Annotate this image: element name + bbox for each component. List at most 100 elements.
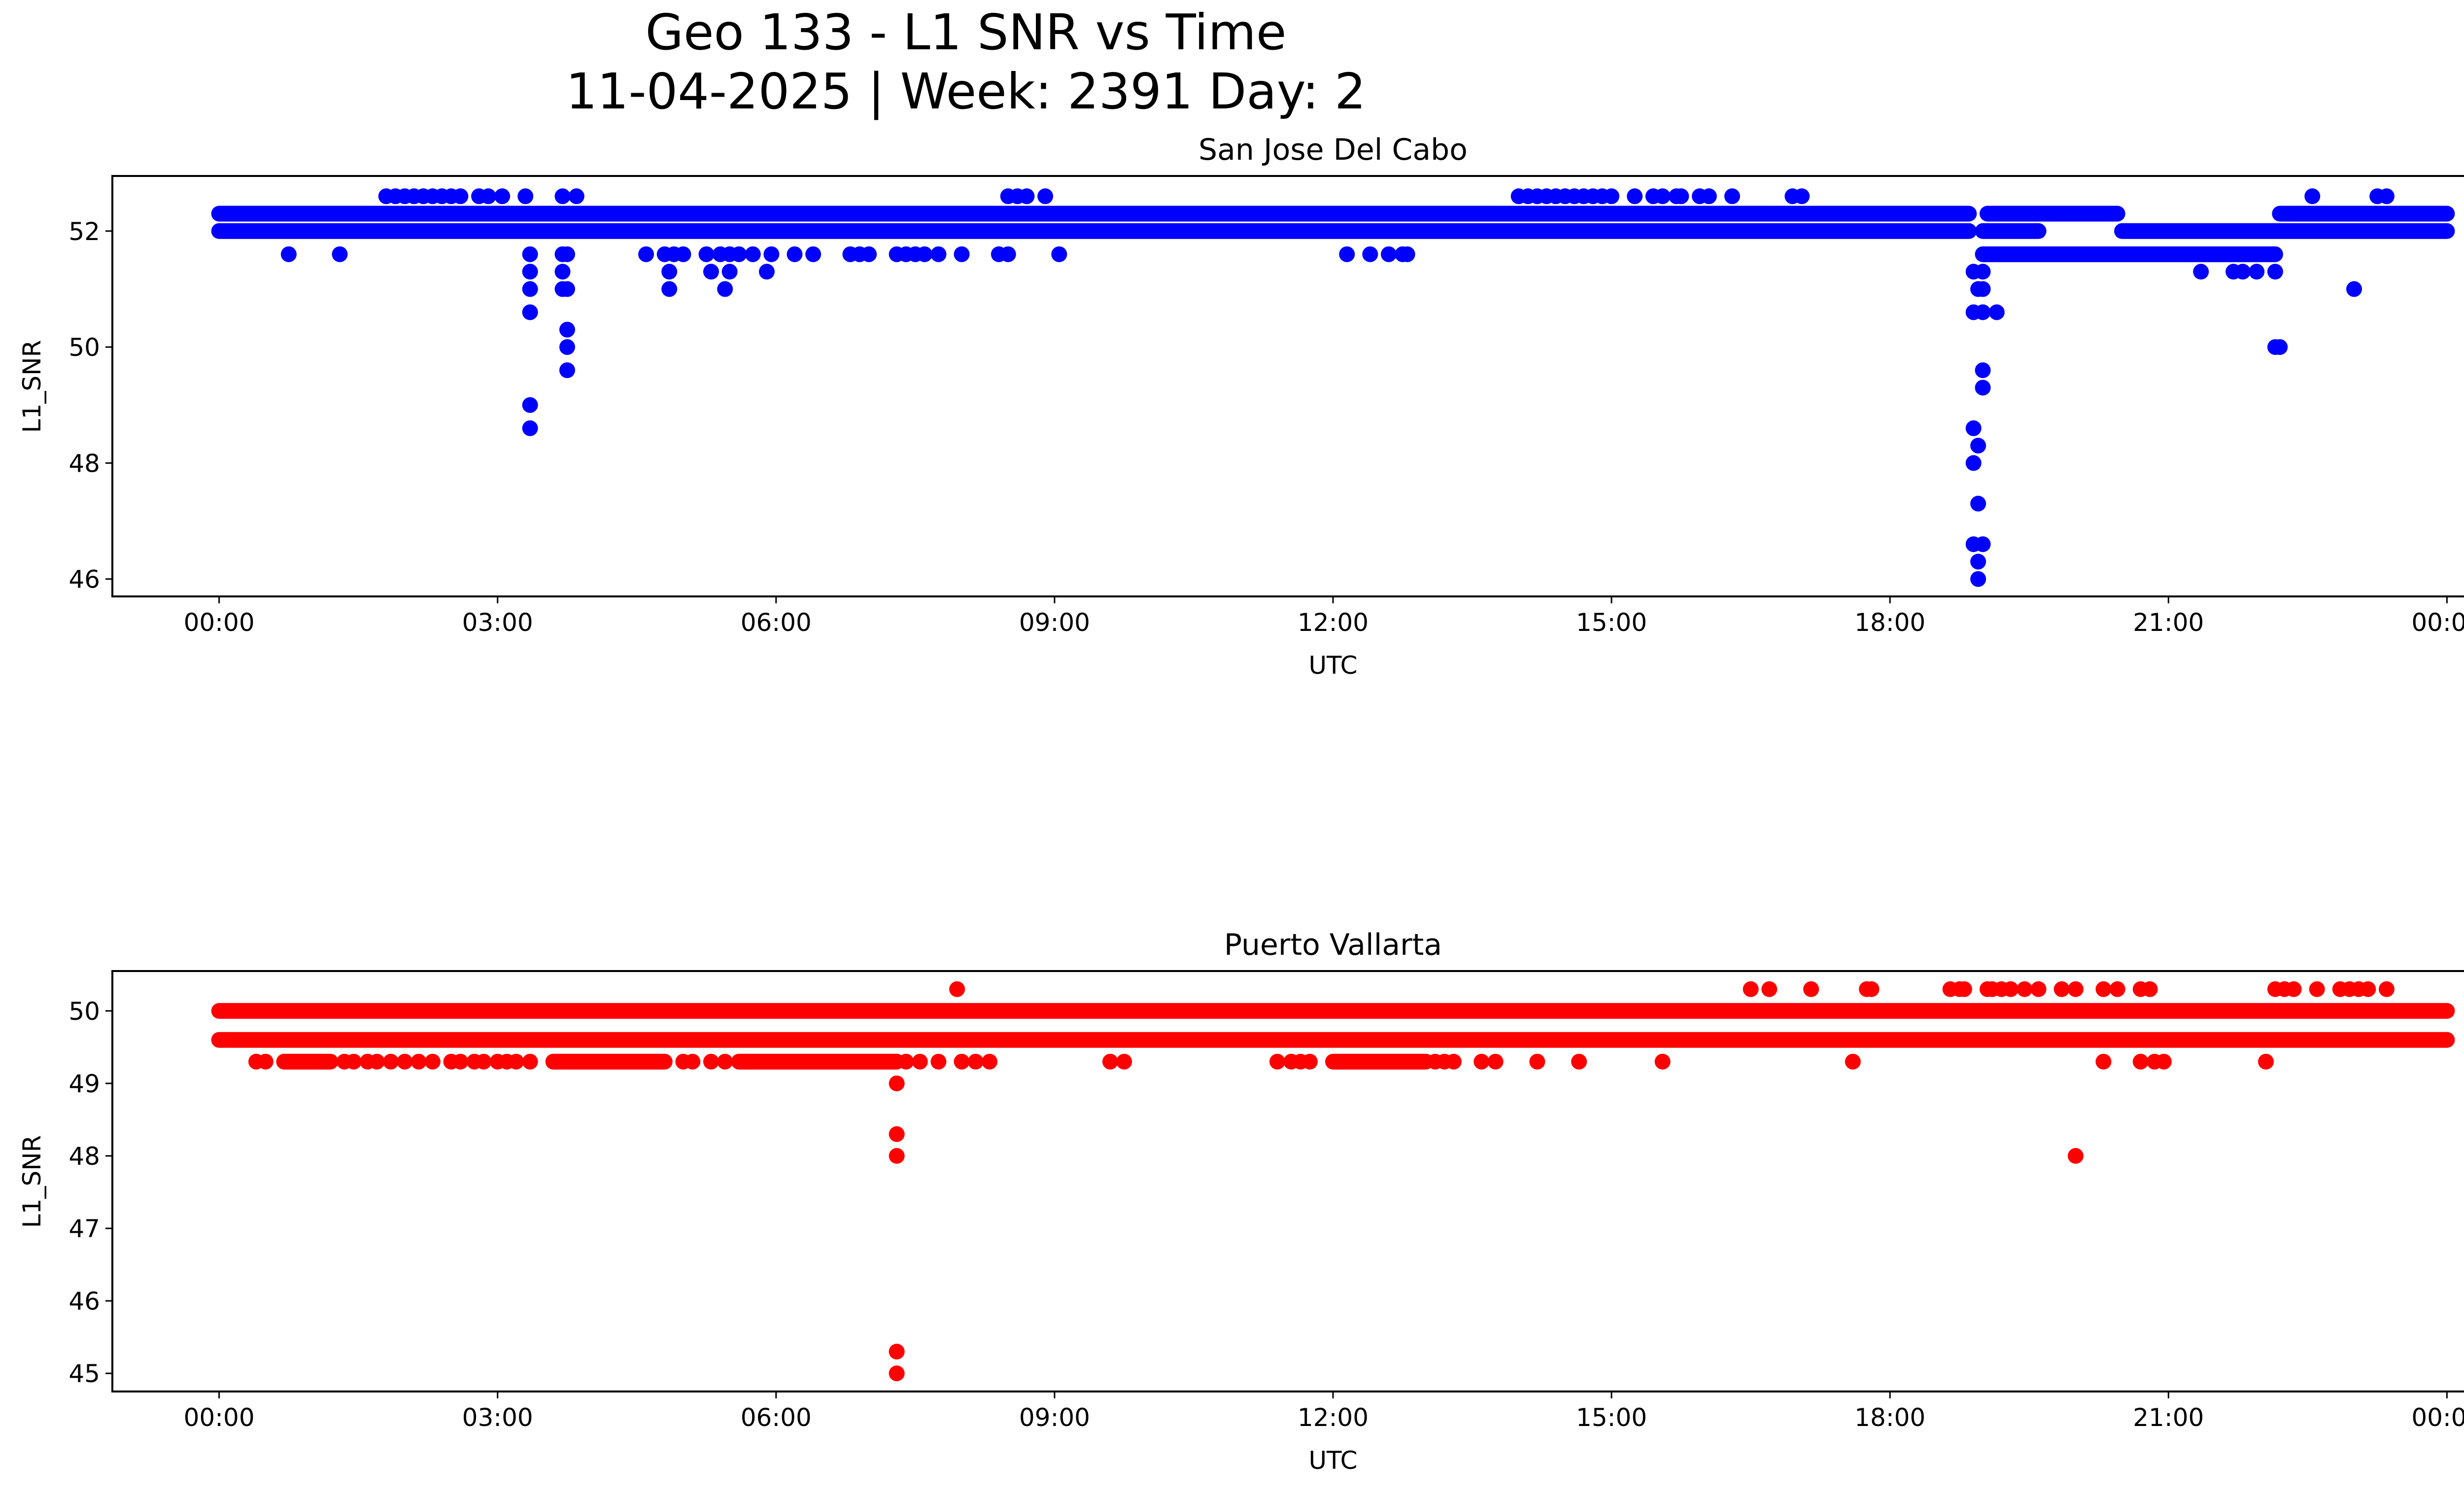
data-point [345, 1053, 362, 1070]
data-point [1301, 1053, 1318, 1070]
x-tick-label: 21:00 [2133, 1403, 2204, 1432]
data-point [452, 1053, 469, 1070]
data-point [721, 264, 738, 280]
data-point [861, 246, 877, 262]
data-point [698, 246, 715, 262]
data-point [2156, 1053, 2172, 1070]
data-point [745, 246, 761, 262]
data-point [411, 1053, 427, 1070]
data-point [257, 1053, 274, 1070]
y-tick-label: 45 [68, 1359, 100, 1388]
data-point [369, 1053, 385, 1070]
data-point [2003, 981, 2019, 997]
x-axis-label: UTC [1308, 651, 1357, 680]
data-point [2378, 188, 2395, 205]
data-point [522, 264, 538, 280]
x-tick-label: 21:00 [2133, 608, 2204, 637]
data-point [1970, 571, 1986, 587]
data-point [559, 246, 575, 262]
data-point [1970, 495, 1986, 512]
data-point [930, 1053, 947, 1070]
data-point [2346, 281, 2362, 297]
x-tick-label: 18:00 [1854, 608, 1925, 637]
data-point [2095, 1053, 2112, 1070]
data-point [954, 1053, 970, 1070]
data-point [763, 246, 780, 262]
data-point [554, 264, 571, 280]
y-tick-label: 48 [68, 449, 100, 478]
data-point [1269, 1053, 1285, 1070]
data-point [638, 246, 654, 262]
data-point [1487, 1053, 1504, 1070]
y-tick-label: 46 [68, 565, 100, 594]
data-point [703, 264, 719, 280]
data-point [2286, 981, 2302, 997]
x-tick-label: 06:00 [741, 608, 812, 637]
data-point [1102, 1053, 1118, 1070]
data-point [1627, 188, 1643, 205]
data-point [1381, 246, 1397, 262]
data-point [397, 1053, 413, 1070]
data-point [480, 188, 496, 205]
y-axis-ticks: 45 46 47 48 49 50 [68, 997, 112, 1388]
y-axis-label: L1_SNR [18, 340, 46, 433]
data-point [889, 1075, 905, 1091]
data-point [1845, 1053, 1861, 1070]
data-point [2053, 981, 2070, 997]
y-tick-label: 50 [68, 333, 100, 362]
data-point [1965, 455, 1982, 471]
data-point [684, 1053, 701, 1070]
data-point [554, 188, 571, 205]
data-point [889, 1365, 905, 1382]
y-axis-ticks: 46 48 50 52 [68, 217, 112, 594]
data-point [2132, 1053, 2149, 1070]
x-tick-label: 09:00 [1019, 1403, 1090, 1432]
data-point [1975, 536, 1991, 553]
data-point [2109, 981, 2125, 997]
data-point [476, 1053, 492, 1070]
data-point [2030, 981, 2047, 997]
data-point [1037, 188, 1054, 205]
data-point [1975, 380, 1991, 396]
data-point [1761, 981, 1778, 997]
data-point [1362, 246, 1378, 262]
data-point [1975, 304, 1991, 320]
x-tick-label: 18:00 [1854, 1403, 1925, 1432]
data-point [1654, 1053, 1671, 1070]
y-tick-label: 52 [68, 217, 100, 246]
data-point [1473, 1053, 1490, 1070]
data-point [758, 264, 775, 280]
data-point [912, 1053, 928, 1070]
data-point [2360, 981, 2376, 997]
data-point [522, 420, 538, 436]
data-point [1965, 420, 1982, 436]
figure-title-line1: Geo 133 - L1 SNR vs Time [646, 3, 1287, 61]
data-point [1956, 981, 1972, 997]
x-tick-label: 00:00 [2411, 608, 2464, 637]
x-tick-label: 15:00 [1576, 1403, 1647, 1432]
data-point [949, 981, 965, 997]
data-point [1445, 1053, 1462, 1070]
x-axis-ticks: 00:00 03:00 06:00 09:00 12:00 15:00 18:00 21:00… [184, 596, 2464, 637]
data-point [982, 1053, 998, 1070]
data-point [1970, 438, 1986, 454]
data-point [2272, 339, 2288, 355]
data-point [898, 1053, 914, 1070]
data-point [332, 246, 348, 262]
data-point [889, 1126, 905, 1142]
data-point [522, 1053, 538, 1070]
data-point [717, 281, 733, 297]
data-point [1571, 1053, 1587, 1070]
data-point [703, 1053, 719, 1070]
data-point [1051, 246, 1067, 262]
data-point [383, 1053, 399, 1070]
data-point [2067, 981, 2084, 997]
data-point [889, 1344, 905, 1360]
data-point [2249, 264, 2265, 280]
data-point [2309, 981, 2325, 997]
data-point [1803, 981, 1819, 997]
data-point [559, 321, 575, 338]
data-point [1724, 188, 1740, 205]
x-tick-label: 00:00 [184, 608, 255, 637]
data-point [675, 246, 691, 262]
